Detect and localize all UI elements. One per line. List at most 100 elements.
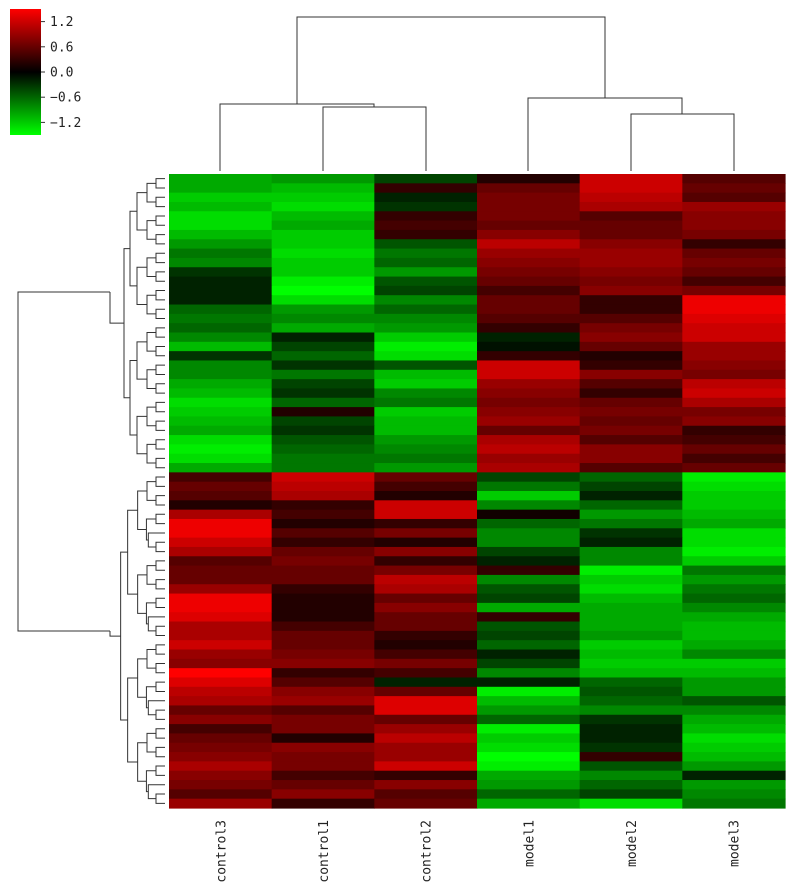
row-dendrogram-branch (147, 700, 165, 716)
heatmap-cell (682, 798, 786, 809)
heatmap-cell (271, 742, 375, 753)
heatmap-cell (169, 733, 273, 744)
heatmap-cell (374, 379, 478, 390)
heatmap-cell (169, 174, 273, 184)
heatmap-cell (477, 211, 581, 222)
heatmap-cell (477, 733, 581, 744)
heatmap-cell (579, 612, 683, 623)
heatmap-cell (682, 537, 786, 548)
heatmap-cell (374, 388, 478, 399)
heatmap-cell (374, 463, 478, 473)
heatmap-cell (271, 724, 375, 735)
heatmap-cell (579, 229, 683, 240)
heatmap-cell (579, 780, 683, 790)
heatmap-cell (682, 602, 786, 613)
heatmap-cell (682, 248, 786, 259)
heatmap-cell (169, 518, 273, 529)
heatmap-cell (271, 574, 375, 585)
heatmap-cell (374, 761, 478, 772)
heatmap-cell (477, 435, 581, 445)
heatmap-cell (374, 733, 478, 744)
row-dendrogram-branch (123, 248, 130, 399)
row-dendrogram-branch (155, 439, 165, 450)
heatmap-cell (477, 304, 581, 315)
heatmap-cell (169, 360, 273, 371)
heatmap-cell (271, 201, 375, 212)
heatmap-cell (271, 388, 375, 399)
heatmap-cell (271, 351, 375, 362)
heatmap-cell (682, 379, 786, 390)
heatmap-cell (477, 285, 581, 296)
heatmap-cell (374, 584, 478, 595)
heatmap-cell (477, 267, 581, 278)
heatmap-cell (169, 435, 273, 445)
heatmap-cell (169, 556, 273, 567)
heatmap-cell (271, 174, 375, 184)
row-dendrogram-branch (146, 565, 156, 585)
heatmap-cell (271, 584, 375, 595)
heatmap-cell (374, 369, 478, 380)
heatmap-cell (374, 724, 478, 735)
heatmap-cell (682, 789, 786, 800)
row-dendrogram-branch (146, 257, 156, 278)
heatmap-cell (477, 239, 581, 250)
heatmap-cell (682, 211, 786, 222)
heatmap-cell (374, 239, 478, 250)
heatmap-cell (682, 668, 786, 679)
row-dendrogram-branch (145, 602, 156, 625)
heatmap-cell (374, 407, 478, 418)
heatmap-cell (477, 276, 581, 287)
column-label: control1 (317, 820, 332, 883)
heatmap-cell (682, 351, 786, 362)
heatmap-cell (374, 593, 478, 604)
row-dendrogram-branch (146, 294, 156, 315)
row-dendrogram-branch (136, 192, 147, 231)
heatmap-cell (682, 388, 786, 399)
row-dendrogram-branch (146, 182, 156, 203)
heatmap-cell (682, 565, 786, 576)
heatmap-cell (579, 220, 683, 231)
heatmap-cell (169, 369, 273, 380)
row-dendrogram-branch (145, 686, 156, 709)
heatmap-cell (682, 201, 786, 212)
heatmap-cell (271, 509, 375, 520)
heatmap-cell (271, 332, 375, 343)
heatmap-cell (169, 789, 273, 800)
heatmap-cell (374, 658, 478, 669)
heatmap-cell (271, 546, 375, 557)
heatmap-cell (271, 798, 375, 809)
heatmap-cell (682, 435, 786, 445)
heatmap-cell (579, 770, 683, 781)
heatmap-cell (477, 416, 581, 427)
heatmap-cell (374, 491, 478, 501)
heatmap-cell (169, 211, 273, 222)
heatmap-cell (374, 267, 478, 278)
heatmap-cell (374, 416, 478, 427)
row-dendrogram-branch (127, 677, 138, 763)
row-dendrogram-branch (145, 518, 156, 541)
row-dendrogram-branch (155, 308, 165, 320)
heatmap-cell (477, 407, 581, 418)
row-dendrogram-branch (109, 631, 121, 637)
colorbar-ticks: 1.2 0.6 0.0 −0.6 −1.2 (41, 15, 81, 131)
heatmap-cell (477, 192, 581, 203)
heatmap-cell (579, 705, 683, 716)
heatmap-cell (169, 220, 273, 231)
heatmap-cell (579, 677, 683, 688)
heatmap-cell (682, 332, 786, 343)
heatmap-cell (271, 780, 375, 790)
heatmap-cell (682, 742, 786, 753)
heatmap-cell (169, 714, 273, 725)
heatmap-cell (374, 789, 478, 800)
row-dendrogram-branch (155, 495, 165, 506)
row-dendrogram-branch (155, 728, 165, 739)
heatmap-cell (579, 397, 683, 408)
column-dendrogram (219, 16, 735, 171)
row-dendrogram-branch (155, 271, 165, 282)
heatmap-cell (271, 640, 375, 651)
row-dendrogram-branch (155, 290, 165, 301)
heatmap-cell (682, 220, 786, 231)
heatmap-cell (579, 276, 683, 287)
colorbar-tick-label: 0.0 (50, 66, 73, 81)
heatmap-cell (271, 407, 375, 418)
